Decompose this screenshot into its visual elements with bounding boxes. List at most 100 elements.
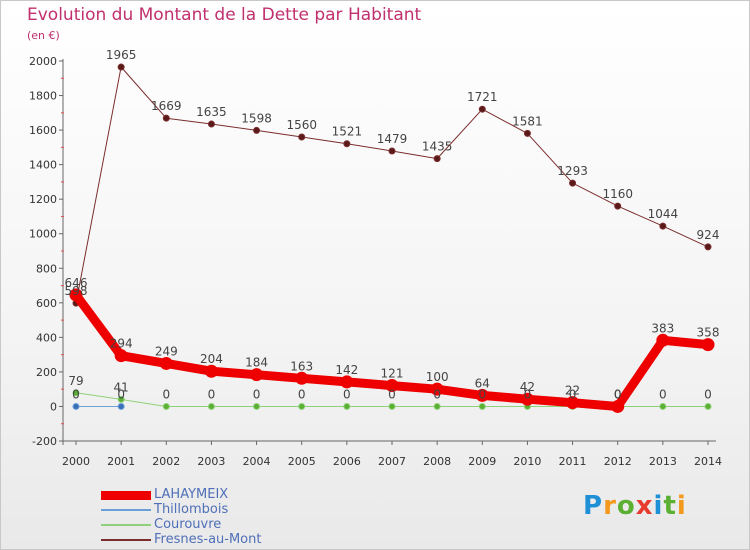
- data-point-courouvre: [433, 402, 441, 410]
- data-point-lahaymeix: [385, 379, 399, 393]
- data-point-lahaymeix: [475, 388, 489, 402]
- x-tick-label: 2012: [604, 455, 632, 468]
- data-label-fresnes-au-mont: 1160: [602, 187, 633, 201]
- data-point-courouvre: [659, 402, 667, 410]
- legend-item-courouvre: Courouvre: [101, 517, 331, 532]
- x-tick-label: 2005: [288, 455, 316, 468]
- data-point-fresnes-au-mont: [162, 114, 170, 122]
- y-tick-label: 400: [36, 331, 57, 344]
- legend-label-thillombois: Thillombois: [154, 502, 229, 517]
- chart-legend: LAHAYMEIX Thillombois Courouvre Fresnes-…: [101, 487, 331, 547]
- data-point-courouvre: [72, 389, 80, 397]
- data-point-lahaymeix: [204, 364, 218, 378]
- y-tick-label: 600: [36, 297, 57, 310]
- data-label-courouvre: 0: [298, 387, 306, 401]
- x-tick-label: 2007: [378, 455, 406, 468]
- data-point-courouvre: [117, 395, 125, 403]
- data-point-lahaymeix: [520, 392, 534, 406]
- data-label-fresnes-au-mont: 1521: [332, 125, 363, 139]
- data-label-fresnes-au-mont: 1044: [648, 207, 679, 221]
- chart-title: Evolution du Montant de la Dette par Hab…: [27, 5, 422, 25]
- data-label-lahaymeix: 249: [155, 344, 178, 358]
- data-label-courouvre: 0: [614, 387, 622, 401]
- chart-unit-label: (en €): [27, 29, 60, 42]
- data-point-fresnes-au-mont: [569, 179, 577, 187]
- y-tick-label: -200: [32, 435, 57, 448]
- data-label-lahaymeix: 42: [520, 380, 535, 394]
- data-point-fresnes-au-mont: [298, 133, 306, 141]
- data-label-courouvre: 0: [569, 387, 577, 401]
- data-point-courouvre: [207, 402, 215, 410]
- x-tick-label: 2000: [62, 455, 90, 468]
- data-label-lahaymeix: 383: [651, 321, 674, 335]
- y-tick-label: 2000: [29, 55, 57, 68]
- data-point-lahaymeix: [295, 371, 309, 385]
- y-tick-label: 1400: [29, 159, 57, 172]
- data-point-lahaymeix: [340, 375, 354, 389]
- data-label-courouvre: 0: [162, 387, 170, 401]
- data-point-fresnes-au-mont: [523, 129, 531, 137]
- x-tick-label: 2011: [559, 455, 587, 468]
- data-point-fresnes-au-mont: [478, 105, 486, 113]
- data-point-fresnes-au-mont: [433, 155, 441, 163]
- x-tick-label: 2013: [649, 455, 677, 468]
- data-label-fresnes-au-mont: 1669: [151, 99, 182, 113]
- legend-item-fresnes-au-mont: Fresnes-au-Mont: [101, 532, 331, 547]
- y-tick-label: 800: [36, 262, 57, 275]
- data-point-lahaymeix: [566, 396, 580, 410]
- data-label-fresnes-au-mont: 1293: [557, 164, 588, 178]
- data-point-courouvre: [298, 402, 306, 410]
- data-label-fresnes-au-mont: 1560: [286, 118, 317, 132]
- data-label-fresnes-au-mont: 924: [697, 228, 720, 242]
- y-tick-label: 1600: [29, 124, 57, 137]
- data-label-courouvre: 0: [478, 387, 486, 401]
- data-label-lahaymeix: 22: [565, 384, 580, 398]
- data-label-courouvre: 0: [433, 387, 441, 401]
- data-point-fresnes-au-mont: [253, 126, 261, 134]
- data-label-fresnes-au-mont: 1581: [512, 114, 543, 128]
- data-point-fresnes-au-mont: [614, 202, 622, 210]
- data-point-courouvre: [388, 402, 396, 410]
- data-label-lahaymeix: 121: [381, 367, 404, 381]
- data-label-fresnes-au-mont: 1598: [241, 111, 272, 125]
- data-point-courouvre: [162, 402, 170, 410]
- x-tick-label: 2008: [423, 455, 451, 468]
- data-label-courouvre: 0: [704, 387, 712, 401]
- data-point-thillombois: [117, 402, 125, 410]
- data-label-lahaymeix: 0: [614, 387, 622, 401]
- data-label-thillombois: 0: [117, 387, 125, 401]
- x-tick-label: 2004: [243, 455, 271, 468]
- data-label-fresnes-au-mont: 1635: [196, 105, 227, 119]
- x-tick-label: 2010: [513, 455, 541, 468]
- legend-label-courouvre: Courouvre: [154, 517, 222, 532]
- legend-swatch-thillombois: [101, 509, 151, 511]
- x-tick-label: 2001: [107, 455, 135, 468]
- y-tick-label: 1200: [29, 193, 57, 206]
- data-point-thillombois: [72, 402, 80, 410]
- legend-label-fresnes-au-mont: Fresnes-au-Mont: [154, 532, 262, 547]
- data-label-fresnes-au-mont: 1721: [467, 90, 498, 104]
- data-label-courouvre: 0: [659, 387, 667, 401]
- data-point-lahaymeix: [250, 368, 264, 382]
- data-label-courouvre: 0: [524, 387, 532, 401]
- data-point-courouvre: [478, 402, 486, 410]
- data-label-lahaymeix: 142: [335, 363, 358, 377]
- x-tick-label: 2006: [333, 455, 361, 468]
- data-point-fresnes-au-mont: [704, 243, 712, 251]
- data-label-lahaymeix: 294: [110, 337, 133, 351]
- data-point-courouvre: [253, 402, 261, 410]
- x-tick-label: 2014: [694, 455, 722, 468]
- legend-item-lahaymeix: LAHAYMEIX: [101, 487, 331, 502]
- data-label-fresnes-au-mont: 1965: [106, 48, 137, 62]
- x-tick-label: 2003: [197, 455, 225, 468]
- y-tick-label: 0: [50, 400, 57, 413]
- data-label-courouvre: 0: [343, 387, 351, 401]
- data-point-lahaymeix: [430, 382, 444, 396]
- data-point-courouvre: [704, 402, 712, 410]
- data-label-lahaymeix: 64: [475, 376, 490, 390]
- data-point-fresnes-au-mont: [343, 140, 351, 148]
- y-tick-label: 1000: [29, 228, 57, 241]
- data-point-lahaymeix: [656, 333, 670, 347]
